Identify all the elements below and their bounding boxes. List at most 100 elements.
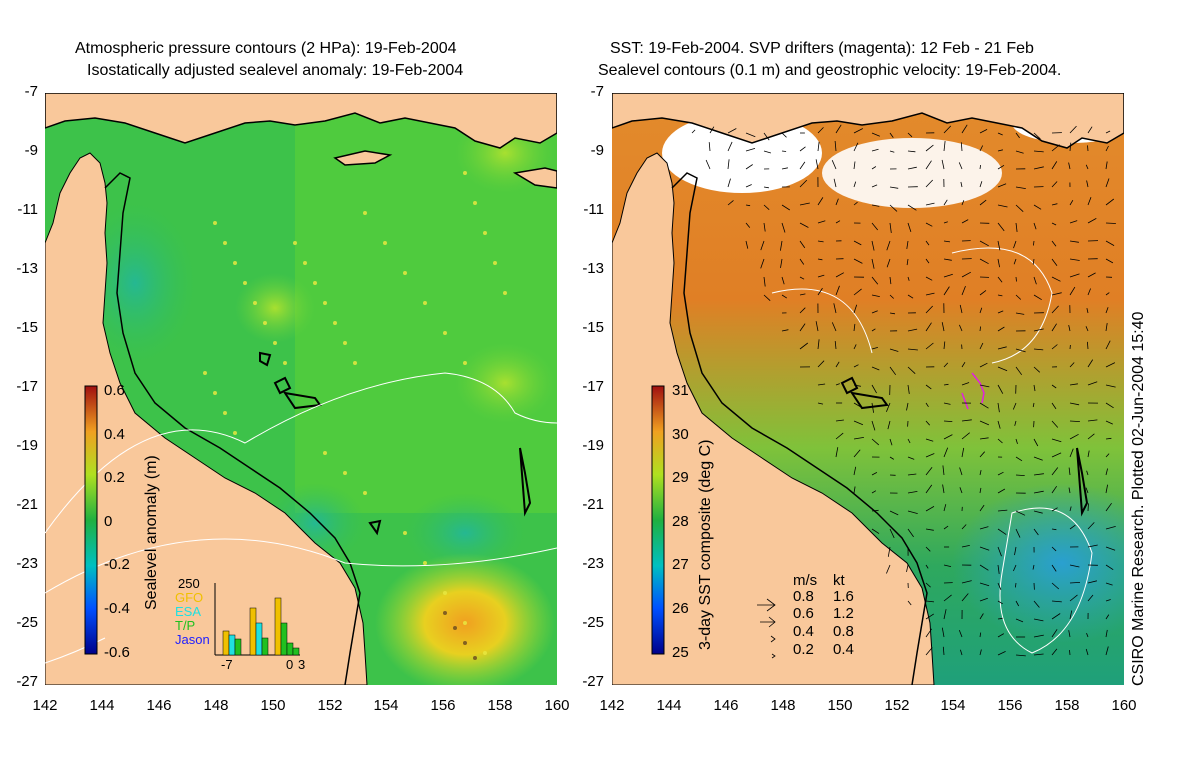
inset-ymax-label: 250 — [178, 576, 200, 591]
colorbar-tick: -0.4 — [104, 600, 130, 617]
cool-water — [952, 483, 1124, 643]
y-tick: -25 — [16, 614, 38, 631]
y-tick: -21 — [16, 496, 38, 513]
x-tick: 154 — [373, 697, 399, 714]
y-tick: -23 — [582, 555, 604, 572]
colorbar-tick: 28 — [672, 513, 689, 530]
colorbar-tick: 31 — [672, 382, 689, 399]
y-tick: -11 — [583, 201, 604, 218]
y-tick: -25 — [582, 614, 604, 631]
inset-series-gfo: GFO — [175, 590, 204, 605]
land-australia — [612, 152, 935, 685]
reef — [840, 376, 1089, 517]
x-tick: 150 — [827, 697, 853, 714]
pressure-contour — [45, 637, 106, 664]
inset-x-label: -7 — [221, 657, 233, 672]
credit-text: CSIRO Marine Research. Plotted 02-Jun-20… — [1130, 311, 1147, 686]
altimeter-inset-chart — [214, 583, 300, 656]
altimeter-tracks-dark — [443, 611, 477, 660]
y-tick: -21 — [582, 496, 604, 513]
x-tick: 154 — [940, 697, 966, 714]
x-tick: 158 — [1054, 697, 1080, 714]
x-tick: 146 — [146, 697, 172, 714]
y-tick: -7 — [590, 83, 604, 100]
y-tick: -13 — [16, 260, 38, 277]
anomaly-blob — [375, 553, 555, 685]
x-tick: 142 — [32, 697, 58, 714]
colorbar-tick: -0.2 — [104, 556, 130, 573]
inset-series-esa: ESA — [175, 604, 202, 619]
colorbar-tick: 30 — [672, 426, 689, 443]
right-title-line1: SST: 19-Feb-2004. SVP drifters (magenta)… — [610, 40, 1034, 57]
velocity-legend-ms: 0.8 — [793, 588, 814, 605]
x-tick: 160 — [1111, 697, 1137, 714]
y-tick: -9 — [24, 142, 38, 159]
cloud-mask — [822, 138, 1002, 208]
inset-x-label: 3 — [298, 657, 306, 672]
velocity-legend-kt: 1.2 — [833, 605, 854, 622]
x-tick: 144 — [89, 697, 115, 714]
sst-colorbar — [651, 385, 665, 655]
anomaly-blob — [405, 493, 525, 573]
colorbar-tick: 25 — [672, 644, 689, 661]
right-title-line2: Sealevel contours (0.1 m) and geostrophi… — [598, 62, 1062, 79]
x-tick: 158 — [487, 697, 513, 714]
sst-colorbar-label: 3-day SST composite (deg C) — [697, 439, 714, 650]
sst-map — [612, 93, 1124, 685]
sla-colorbar — [84, 385, 98, 655]
x-tick: 142 — [599, 697, 625, 714]
y-tick: -11 — [17, 201, 38, 218]
land-new-guinea — [45, 93, 557, 149]
altimeter-tracks — [203, 171, 507, 655]
colorbar-tick: 27 — [672, 556, 689, 573]
colorbar-tick: 0 — [104, 513, 113, 530]
sealevel-contour — [999, 507, 1093, 654]
colorbar-tick: 0.2 — [104, 469, 125, 486]
y-tick: -27 — [582, 673, 604, 690]
pressure-contour — [45, 372, 557, 534]
sealevel-contour — [771, 288, 873, 354]
velocity-legend-ms: 0.2 — [793, 641, 814, 658]
y-tick: -9 — [590, 142, 604, 159]
colorbar-tick: 29 — [672, 469, 689, 486]
y-tick: -17 — [16, 378, 38, 395]
land-new-guinea — [612, 93, 1124, 149]
velocity-legend-kt-header: kt — [833, 572, 845, 589]
island — [512, 167, 557, 189]
inset-x-label: 0 — [286, 657, 294, 672]
inset-series-tp: T/P — [175, 618, 196, 633]
y-tick: -23 — [16, 555, 38, 572]
sealevel-contour — [951, 247, 1053, 364]
y-tick: -15 — [582, 319, 604, 336]
colorbar-tick: 26 — [672, 600, 689, 617]
x-tick: 156 — [430, 697, 456, 714]
y-tick: -19 — [582, 437, 604, 454]
y-tick: -19 — [16, 437, 38, 454]
velocity-legend-kt: 1.6 — [833, 588, 854, 605]
x-tick: 160 — [544, 697, 570, 714]
sealevel-anomaly-map — [45, 93, 557, 685]
x-tick: 146 — [713, 697, 739, 714]
colorbar-tick: 0.4 — [104, 426, 125, 443]
y-tick: -15 — [16, 319, 38, 336]
velocity-legend-arrows — [757, 598, 776, 659]
drifter-track — [961, 372, 985, 410]
x-tick: 144 — [656, 697, 682, 714]
x-tick: 148 — [770, 697, 796, 714]
island — [333, 150, 393, 166]
pressure-contour — [45, 538, 557, 594]
inset-series-jason: Jason — [175, 632, 210, 647]
x-tick: 156 — [997, 697, 1023, 714]
velocity-arrows — [691, 124, 1116, 657]
left-title-line1: Atmospheric pressure contours (2 HPa): 1… — [75, 40, 457, 57]
velocity-legend-ms: 0.4 — [793, 623, 814, 640]
colorbar-tick: -0.6 — [104, 644, 130, 661]
x-tick: 150 — [260, 697, 286, 714]
shelf-contour — [104, 172, 361, 685]
velocity-legend-kt: 0.4 — [833, 641, 854, 658]
y-tick: -7 — [24, 83, 38, 100]
y-tick: -13 — [582, 260, 604, 277]
colorbar-tick: 0.6 — [104, 382, 125, 399]
velocity-legend-ms-header: m/s — [793, 572, 818, 589]
velocity-legend-kt: 0.8 — [833, 623, 854, 640]
